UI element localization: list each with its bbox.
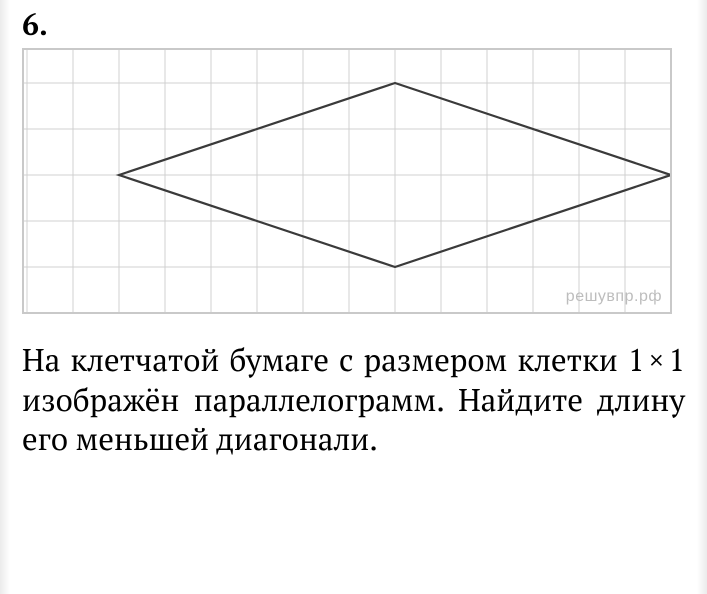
grid-figure-svg [24,50,670,312]
figure-box: решувпр.рф [22,48,672,314]
task-text: На клетчатой бумаге с размером клетки 1 … [22,340,685,459]
page-shadow-right [697,0,707,594]
page-root: 6. решувпр.рф На клетчатой бумаге с разм… [0,0,707,594]
grid-lines [24,50,670,312]
watermark-text: решувпр.рф [566,288,662,306]
task-number: 6. [22,0,685,48]
page-shadow-left [0,0,10,594]
